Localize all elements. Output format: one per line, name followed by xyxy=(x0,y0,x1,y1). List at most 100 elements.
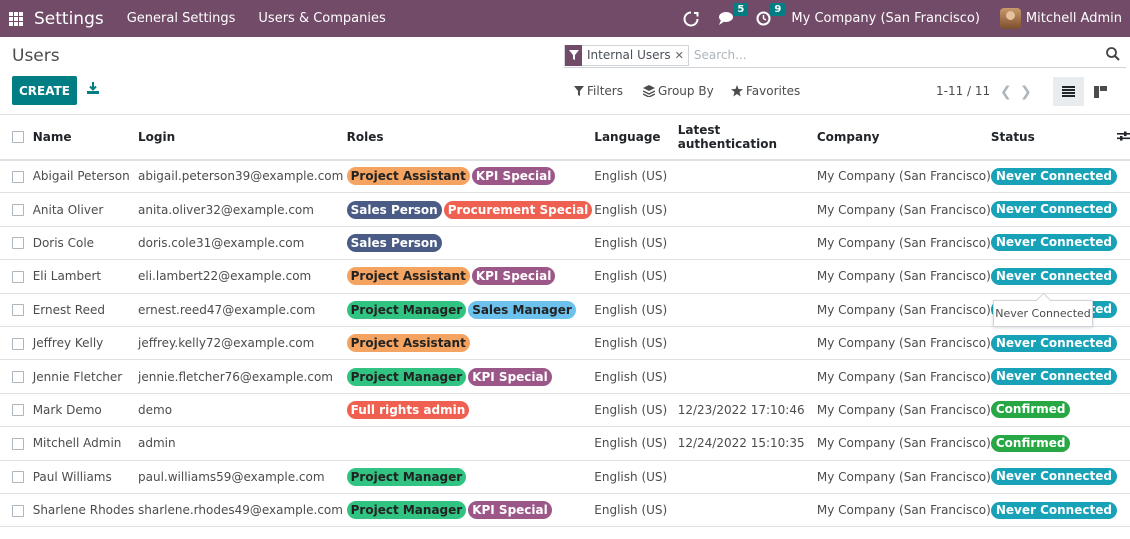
user-company-cell: My Company (San Francisco) xyxy=(816,393,991,428)
filter-icon xyxy=(565,44,582,66)
column-header-login[interactable]: Login xyxy=(138,114,347,161)
column-header-language[interactable]: Language xyxy=(594,114,678,161)
list-view-icon[interactable] xyxy=(1053,77,1084,106)
filter-icon xyxy=(574,86,584,96)
avatar[interactable] xyxy=(999,8,1021,29)
user-name-cell: Mark Demo xyxy=(32,393,138,428)
search-icon[interactable] xyxy=(1106,47,1120,65)
facet-remove-icon[interactable]: ✕ xyxy=(674,48,684,62)
user-roles-cell: Project Assistant KPI Special xyxy=(346,259,595,294)
table-row[interactable]: Doris Cole doris.cole31@example.com Sales … xyxy=(0,226,1130,261)
column-header-name[interactable]: Name xyxy=(32,114,138,161)
row-checkbox[interactable] xyxy=(12,237,24,250)
kanban-view-icon[interactable] xyxy=(1085,77,1116,106)
user-language-cell: English (US) xyxy=(594,493,678,528)
search-input[interactable] xyxy=(693,48,1074,62)
row-select-cell xyxy=(0,493,33,528)
table-row[interactable]: Jeffrey Kelly jeffrey.kelly72@example.com… xyxy=(0,326,1130,361)
row-checkbox[interactable] xyxy=(12,371,24,384)
status-badge: Never Connected xyxy=(990,167,1117,185)
row-checkbox[interactable] xyxy=(12,170,24,183)
user-latest-auth-cell: 12/23/2022 17:10:46 xyxy=(677,393,817,428)
table-row[interactable]: Paul Williams paul.williams59@example.com… xyxy=(0,460,1130,494)
table-row[interactable]: Mark Demo demo Full rights admin English (U… xyxy=(0,393,1130,428)
status-badge: Never Connected xyxy=(990,501,1117,519)
role-tag: Sales Person xyxy=(346,200,442,219)
column-header-company[interactable]: Company xyxy=(816,114,991,161)
user-name-cell: Jennie Fletcher xyxy=(32,359,138,394)
group-by-label: Group By xyxy=(658,84,714,98)
menu-general-settings[interactable]: General Settings xyxy=(126,11,236,26)
top-navbar: Settings General Settings Users & Compan… xyxy=(0,0,1130,37)
row-checkbox[interactable] xyxy=(12,504,24,517)
table-row[interactable]: Eli Lambert eli.lambert22@example.com Proj… xyxy=(0,259,1130,294)
pager-value[interactable]: 1-11 / 11 xyxy=(936,84,991,98)
debug-icon[interactable] xyxy=(683,11,699,27)
user-latest-auth-cell xyxy=(677,493,817,528)
user-latest-auth-cell xyxy=(677,159,817,194)
menu-users-companies[interactable]: Users & Companies xyxy=(258,11,386,26)
row-checkbox[interactable] xyxy=(12,337,24,350)
chat-icon[interactable]: 5 xyxy=(719,3,749,26)
user-status-cell: Never Connected xyxy=(990,159,1117,194)
row-checkbox[interactable] xyxy=(12,270,24,283)
search-facet[interactable]: Internal Users ✕ xyxy=(564,44,689,66)
user-login-cell: admin xyxy=(138,426,347,461)
row-select-cell xyxy=(0,393,33,428)
row-select-cell xyxy=(0,159,33,194)
apps-menu-icon[interactable] xyxy=(9,11,23,26)
activities-count-badge: 9 xyxy=(770,3,786,16)
row-spacer-cell xyxy=(1117,393,1130,428)
table-row[interactable]: Ernest Reed ernest.reed47@example.com Proj… xyxy=(0,293,1130,327)
column-header-latest-authentication[interactable]: Latest authentication xyxy=(677,114,817,161)
table-row[interactable]: Sharlene Rhodes sharlene.rhodes49@example… xyxy=(0,493,1130,528)
table-row[interactable]: Mitchell Admin admin English (US) 12/24/202… xyxy=(0,426,1130,461)
row-checkbox[interactable] xyxy=(12,404,24,417)
user-language-cell: English (US) xyxy=(594,159,678,194)
user-login-cell: eli.lambert22@example.com xyxy=(138,259,347,294)
user-roles-cell: Project Manager KPI Special xyxy=(346,359,595,394)
pager-previous-icon[interactable]: ❮ xyxy=(1000,84,1012,100)
column-header-roles[interactable]: Roles xyxy=(346,114,595,161)
column-settings-icon[interactable] xyxy=(1117,130,1130,144)
table-row[interactable]: Anita Oliver anita.oliver32@example.com Sa… xyxy=(0,192,1130,227)
filters-button[interactable]: Filters xyxy=(574,84,623,98)
row-select-cell xyxy=(0,293,33,327)
row-checkbox[interactable] xyxy=(12,304,24,317)
group-by-button[interactable]: Group By xyxy=(643,84,714,98)
table-row[interactable]: Abigail Peterson abigail.peterson39@examp… xyxy=(0,159,1130,194)
create-button[interactable]: CREATE xyxy=(12,76,77,105)
user-login-cell: sharlene.rhodes49@example.com xyxy=(138,493,347,528)
role-tag: KPI Special xyxy=(471,267,556,286)
row-spacer-cell xyxy=(1117,293,1130,327)
column-header-status[interactable]: Status xyxy=(990,114,1117,161)
user-status-cell: Never Connected xyxy=(990,259,1117,294)
row-select-cell xyxy=(0,426,33,461)
app-title[interactable]: Settings xyxy=(34,8,104,29)
user-name-cell: Mitchell Admin xyxy=(32,426,138,461)
user-menu[interactable]: Mitchell Admin xyxy=(1025,11,1122,26)
role-tag: Sales Person xyxy=(346,233,442,252)
row-checkbox[interactable] xyxy=(12,471,24,484)
user-name-cell: Paul Williams xyxy=(32,460,138,494)
row-checkbox[interactable] xyxy=(12,204,24,217)
download-icon[interactable] xyxy=(87,82,99,98)
row-spacer-cell xyxy=(1117,226,1130,261)
row-select-cell xyxy=(0,192,33,227)
pager-next-icon[interactable]: ❯ xyxy=(1020,84,1032,100)
favorites-button[interactable]: Favorites xyxy=(731,84,800,98)
user-status-cell: Never Connected xyxy=(990,226,1117,261)
select-all-checkbox[interactable] xyxy=(12,131,24,144)
company-switcher[interactable]: My Company (San Francisco) xyxy=(791,11,980,26)
user-company-cell: My Company (San Francisco) xyxy=(816,192,991,227)
star-icon xyxy=(731,85,743,97)
user-name-cell: Jeffrey Kelly xyxy=(32,326,138,361)
table-row[interactable]: Jennie Fletcher jennie.fletcher76@example… xyxy=(0,359,1130,394)
clock-icon[interactable]: 9 xyxy=(756,3,786,26)
row-checkbox[interactable] xyxy=(12,437,24,450)
user-status-cell: Confirmed xyxy=(990,426,1117,461)
role-tag: Procurement Special xyxy=(443,200,593,219)
user-language-cell: English (US) xyxy=(594,226,678,261)
user-company-cell: My Company (San Francisco) xyxy=(816,493,991,528)
layers-icon xyxy=(643,85,655,97)
